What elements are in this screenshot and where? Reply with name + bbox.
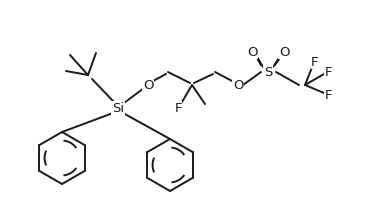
Text: O: O (143, 79, 153, 92)
Text: S: S (264, 66, 272, 79)
Text: F: F (324, 88, 332, 101)
Text: F: F (324, 66, 332, 79)
Text: F: F (174, 101, 182, 114)
Text: Si: Si (112, 101, 124, 114)
Text: O: O (279, 46, 289, 59)
Text: O: O (247, 46, 257, 59)
Text: F: F (311, 55, 319, 68)
Text: O: O (233, 79, 243, 92)
